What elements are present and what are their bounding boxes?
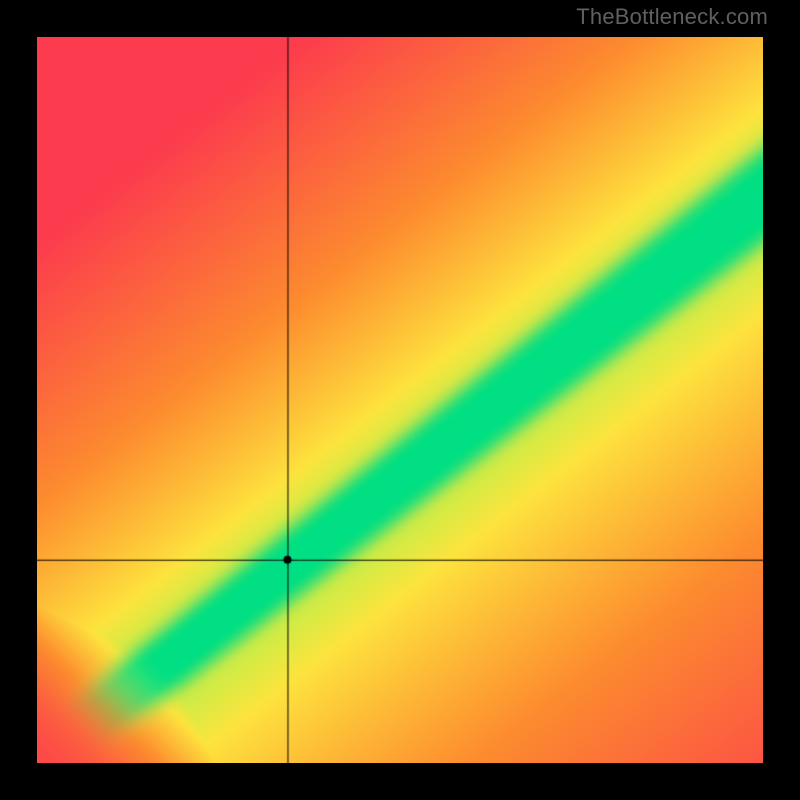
watermark-text: TheBottleneck.com [576,4,768,30]
bottleneck-heatmap [37,37,763,763]
chart-container: TheBottleneck.com [0,0,800,800]
